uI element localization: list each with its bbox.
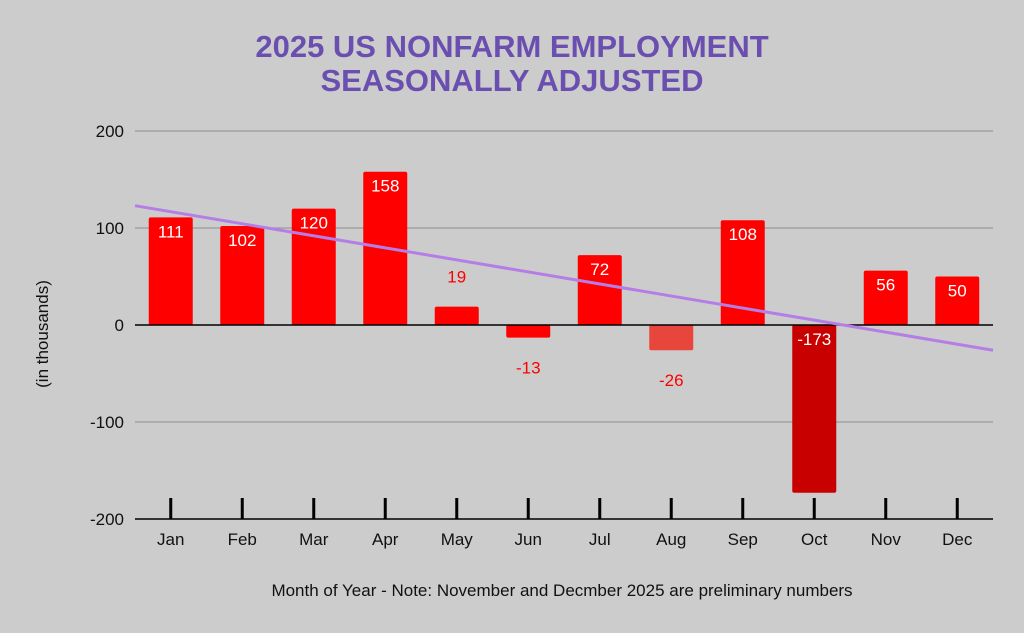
bar-may bbox=[434, 306, 479, 325]
trendline-group bbox=[134, 204, 994, 352]
y-axis-title: (in thousands) bbox=[33, 280, 52, 388]
data-label-dec: 50 bbox=[948, 282, 967, 301]
x-tick-label: Aug bbox=[656, 530, 686, 549]
data-label-oct: -173 bbox=[797, 330, 831, 349]
x-tick-label: Jun bbox=[515, 530, 542, 549]
x-tick-label: Sep bbox=[728, 530, 758, 549]
data-label-may: 19 bbox=[447, 268, 466, 287]
bar-oct bbox=[792, 325, 837, 493]
bar-dec bbox=[935, 276, 980, 325]
gridlines bbox=[135, 130, 993, 423]
data-label-jan: 111 bbox=[158, 222, 184, 241]
y-tick-label: 200 bbox=[96, 122, 124, 141]
bar-sep bbox=[720, 220, 765, 325]
x-tick-label: Nov bbox=[871, 530, 902, 549]
data-label-aug: -26 bbox=[659, 371, 684, 390]
x-tick-label: May bbox=[441, 530, 474, 549]
y-tick-label: 0 bbox=[115, 316, 124, 335]
x-tick-label: Jan bbox=[157, 530, 184, 549]
x-tick-label: Oct bbox=[801, 530, 828, 549]
bar-jun bbox=[506, 325, 551, 338]
bar-jul bbox=[577, 255, 622, 325]
data-label-jul: 72 bbox=[590, 260, 609, 279]
x-axis-tick-labels: Jan Feb Mar Apr May Jun Jul Aug Sep Oct Nov Dec bbox=[157, 530, 973, 549]
bar-jan bbox=[148, 217, 193, 325]
data-label-apr: 158 bbox=[371, 177, 399, 196]
x-axis-title: Month of Year - Note: November and Decmb… bbox=[271, 581, 852, 600]
y-axis-tick-labels: -200 -100 0 100 200 bbox=[90, 122, 124, 529]
y-tick-label: 100 bbox=[96, 219, 124, 238]
x-tick-label: Feb bbox=[228, 530, 257, 549]
y-tick-label: -200 bbox=[90, 510, 124, 529]
x-tick-label: Mar bbox=[299, 530, 329, 549]
data-label-feb: 102 bbox=[228, 231, 256, 250]
x-tick-label: Jul bbox=[589, 530, 611, 549]
data-label-sep: 108 bbox=[729, 225, 757, 244]
data-label-jun: -13 bbox=[516, 359, 541, 378]
bar-nov bbox=[863, 270, 908, 325]
y-tick-label: -100 bbox=[90, 413, 124, 432]
bar-feb bbox=[220, 226, 265, 325]
chart-title-line2: SEASONALLY ADJUSTED bbox=[321, 63, 704, 98]
x-tick-label: Apr bbox=[372, 530, 399, 549]
bar-aug bbox=[649, 325, 694, 351]
bars bbox=[148, 171, 980, 493]
trendline bbox=[134, 204, 994, 352]
data-label-nov: 56 bbox=[876, 276, 895, 295]
data-labels: 111 102 120 158 19 -13 72 -26 108 -173 56 50 bbox=[158, 177, 967, 390]
x-tick-label: Dec bbox=[942, 530, 973, 549]
data-label-mar: 120 bbox=[300, 214, 328, 233]
chart-title-line1: 2025 US NONFARM EMPLOYMENT bbox=[255, 29, 768, 64]
